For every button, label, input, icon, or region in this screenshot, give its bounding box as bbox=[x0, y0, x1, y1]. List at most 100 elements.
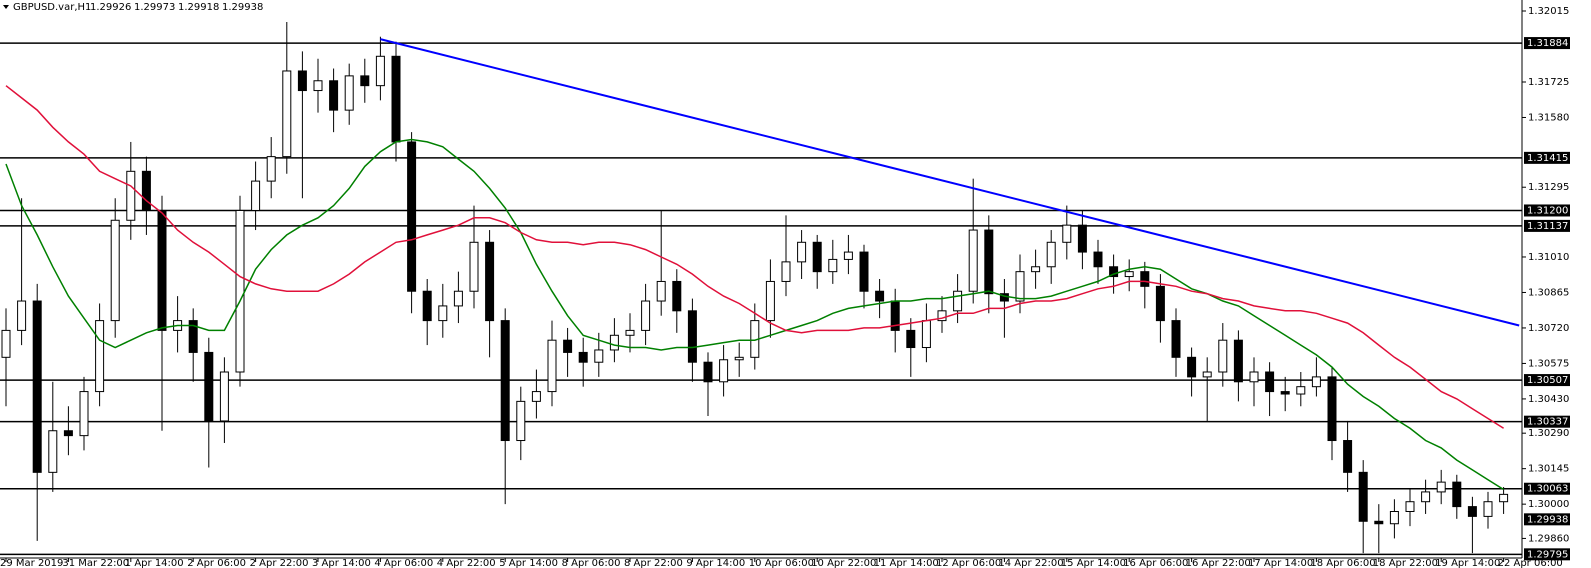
candle-body bbox=[63, 430, 73, 437]
candle-body bbox=[485, 241, 495, 322]
header-value: 1.29926 bbox=[90, 2, 131, 13]
candle-body bbox=[1249, 371, 1259, 383]
x-tick-label: 18 Apr 06:00 bbox=[1310, 558, 1375, 568]
candle-body bbox=[1140, 271, 1150, 287]
level-label: 1.31415 bbox=[1527, 153, 1568, 164]
header-icon bbox=[3, 5, 9, 9]
level-label: 1.30507 bbox=[1527, 375, 1568, 386]
candle-body bbox=[516, 400, 526, 442]
current-price-box bbox=[1524, 513, 1570, 526]
candle-body bbox=[391, 55, 401, 143]
candle-body bbox=[843, 251, 853, 260]
candle-body bbox=[422, 290, 432, 322]
candle-body bbox=[1015, 271, 1025, 302]
candle-body bbox=[703, 361, 713, 383]
candle-body bbox=[859, 251, 869, 292]
y-tick-label: 1.30430 bbox=[1528, 394, 1569, 405]
candle-body bbox=[531, 391, 541, 402]
level-label-box bbox=[1524, 415, 1570, 428]
level-label-box bbox=[1524, 151, 1570, 164]
y-tick-label: 1.31295 bbox=[1528, 182, 1569, 193]
candle-body bbox=[1, 329, 11, 358]
candle-body bbox=[344, 75, 354, 111]
x-tick-label: 9 Apr 14:00 bbox=[686, 558, 745, 568]
candle-body bbox=[672, 280, 682, 312]
x-tick-label: 3 Apr 14:00 bbox=[312, 558, 371, 568]
header: GBPUSD.var,H1 1.29926 1.29973 1.29918 1.… bbox=[3, 2, 263, 13]
candle-body bbox=[1062, 224, 1072, 243]
level-label-box bbox=[1524, 548, 1570, 561]
candle-body bbox=[656, 280, 666, 302]
candle-body bbox=[219, 371, 229, 422]
candle-body bbox=[1436, 481, 1446, 493]
candle-body bbox=[594, 349, 604, 363]
moving-average bbox=[5, 138, 1504, 491]
y-tick-label: 1.30865 bbox=[1528, 287, 1569, 298]
candle-body bbox=[563, 339, 573, 353]
header-value: 1.29938 bbox=[222, 2, 263, 13]
candle-body bbox=[641, 300, 651, 331]
candle-body bbox=[797, 241, 807, 263]
current-price-label: 1.29938 bbox=[1527, 514, 1568, 525]
candle-body bbox=[126, 170, 136, 221]
candle-body bbox=[235, 209, 245, 373]
x-tick-label: 15 Apr 14:00 bbox=[1061, 558, 1126, 568]
y-tick-label: 1.31010 bbox=[1528, 252, 1569, 263]
x-tick-label: 5 Apr 14:00 bbox=[499, 558, 558, 568]
candle-body bbox=[95, 320, 105, 393]
level-label-box bbox=[1524, 374, 1570, 387]
candle-body bbox=[266, 156, 276, 182]
candle-body bbox=[812, 241, 822, 273]
x-tick-label: 12 Apr 06:00 bbox=[936, 558, 1001, 568]
candle-body bbox=[1421, 491, 1431, 503]
candle-body bbox=[781, 261, 791, 282]
x-tick-label: 2 Apr 06:00 bbox=[187, 558, 246, 568]
candle-body bbox=[984, 229, 994, 295]
candle-body bbox=[17, 300, 27, 331]
candle-body bbox=[375, 55, 385, 87]
candle-body bbox=[953, 290, 963, 312]
candle-body bbox=[1280, 391, 1290, 395]
level-label: 1.30337 bbox=[1527, 417, 1568, 428]
level-label: 1.31137 bbox=[1527, 221, 1568, 232]
x-tick-label: 16 Apr 22:00 bbox=[1186, 558, 1251, 568]
y-tick-label: 1.31580 bbox=[1528, 112, 1569, 123]
x-tick-label: 22 Apr 06:00 bbox=[1498, 558, 1563, 568]
level-label: 1.31884 bbox=[1527, 38, 1568, 49]
candle-body bbox=[687, 310, 697, 363]
candle-body bbox=[1405, 501, 1415, 513]
y-tick-label: 1.31725 bbox=[1528, 77, 1569, 88]
candle-body bbox=[906, 329, 916, 349]
candle-body bbox=[719, 359, 729, 383]
candle-body bbox=[110, 219, 120, 322]
candle-body bbox=[204, 351, 214, 422]
x-tick-label: 18 Apr 22:00 bbox=[1373, 558, 1438, 568]
x-tick-label: 19 Apr 14:00 bbox=[1435, 558, 1500, 568]
candle-body bbox=[1311, 376, 1321, 388]
candle-body bbox=[1327, 376, 1337, 442]
candle-body bbox=[1343, 440, 1353, 473]
candle-body bbox=[251, 180, 261, 211]
candle-body bbox=[79, 391, 89, 437]
candle-body bbox=[1077, 224, 1087, 253]
candle-body bbox=[360, 75, 370, 87]
candle-body bbox=[1389, 511, 1399, 525]
candle-body bbox=[1202, 371, 1212, 378]
candle-body bbox=[937, 310, 947, 322]
y-tick-label: 1.30145 bbox=[1528, 464, 1569, 475]
level-label-box bbox=[1524, 37, 1570, 50]
candle-body bbox=[282, 70, 292, 158]
candle-body bbox=[1155, 285, 1165, 322]
candle-body bbox=[1452, 481, 1462, 508]
x-tick-label: 10 Apr 06:00 bbox=[749, 558, 814, 568]
y-tick-label: 1.29860 bbox=[1528, 533, 1569, 544]
x-tick-label: 16 Apr 06:00 bbox=[1123, 558, 1188, 568]
candle-body bbox=[1483, 501, 1493, 517]
candle-body bbox=[1109, 266, 1119, 278]
candle-body bbox=[547, 339, 557, 393]
candle-body bbox=[500, 320, 510, 442]
level-label-box bbox=[1524, 482, 1570, 495]
candle-body bbox=[765, 280, 775, 322]
